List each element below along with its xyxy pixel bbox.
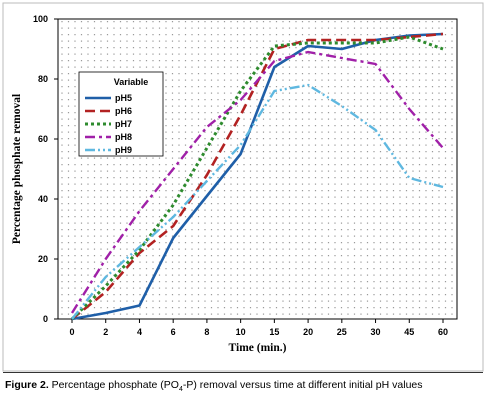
y-tick-label: 20 [38, 254, 48, 264]
legend-box [78, 71, 164, 157]
y-tick-label: 60 [38, 134, 48, 144]
legend-label-ph6: pH6 [115, 106, 132, 116]
caption-divider [3, 372, 483, 373]
x-tick-label: 0 [69, 327, 74, 337]
x-tick-label: 8 [204, 327, 209, 337]
legend-label-ph7: pH7 [115, 119, 132, 129]
axis-ticks: 0 2 4 6 8 10 15 20 25 30 45 60 0 20 40 60 80 100 [33, 14, 448, 337]
caption-text-after: -P) removal versus time at different ini… [182, 379, 423, 391]
y-tick-label: 0 [43, 314, 48, 324]
y-tick-label: 40 [38, 194, 48, 204]
plot-border [57, 18, 458, 320]
y-tick-label: 100 [33, 14, 48, 24]
y-tick-label: 80 [38, 74, 48, 84]
x-tick-label: 15 [269, 327, 279, 337]
x-tick-label: 2 [103, 327, 108, 337]
x-tick-label: 30 [371, 327, 381, 337]
legend-items: pH5 pH6 pH7 pH8 pH9 [85, 93, 132, 155]
x-tick-label: 4 [137, 327, 142, 337]
legend-label-ph5: pH5 [115, 93, 132, 103]
legend: Variable pH5 pH6 pH7 pH8 pH9 [78, 71, 164, 157]
plot-area [58, 19, 457, 319]
series-lines [70, 32, 444, 321]
legend-label-ph9: pH9 [115, 145, 132, 155]
x-tick-label: 20 [303, 327, 313, 337]
figure-caption: Figure 2. Percentage phosphate (PO4-P) r… [5, 379, 483, 393]
series-line-ph8 [70, 50, 444, 314]
caption-subscript: 4 [178, 386, 183, 394]
caption-text-before: Percentage phosphate (PO [48, 379, 179, 391]
legend-title: Variable [114, 77, 149, 87]
y-axis-title: Percentage phosphate removal [11, 94, 23, 244]
caption-label: Figure 2. [5, 379, 49, 391]
legend-label-ph8: pH8 [115, 132, 132, 142]
x-tick-label: 60 [438, 327, 448, 337]
x-tick-label: 45 [404, 327, 414, 337]
x-tick-label: 25 [337, 327, 347, 337]
series-line-ph7 [70, 35, 444, 321]
x-tick-label: 10 [236, 327, 246, 337]
x-axis-title: Time (min.) [229, 342, 287, 354]
x-tick-label: 6 [171, 327, 176, 337]
